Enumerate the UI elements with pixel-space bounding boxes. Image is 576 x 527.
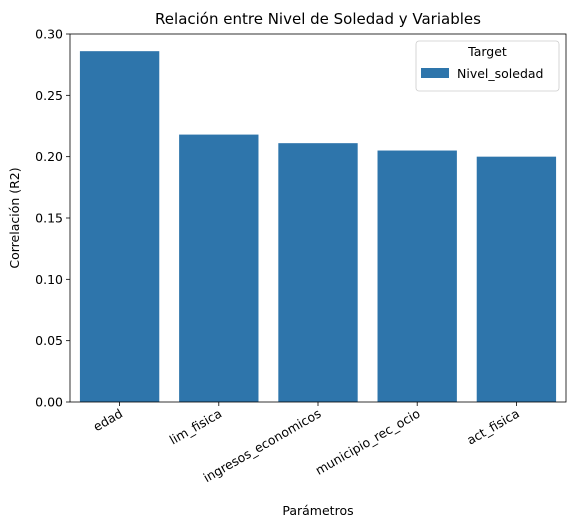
y-tick-label: 0.10: [35, 272, 63, 287]
legend-swatch: [421, 68, 449, 78]
x-tick-label-act_fisica: act_fisica: [464, 406, 522, 448]
y-axis-title: Correlación (R2): [7, 167, 22, 268]
y-tick-label: 0.15: [35, 211, 63, 226]
legend-entry-label: Nivel_soledad: [457, 66, 544, 81]
y-tick-label: 0.20: [35, 149, 63, 164]
y-tick-label: 0.05: [35, 333, 63, 348]
bar-ingresos_economicos: [278, 143, 358, 402]
legend-box: [415, 40, 560, 92]
bar-edad: [79, 51, 160, 402]
y-tick-label: 0.00: [35, 395, 63, 410]
x-tick-label-edad: edad: [91, 406, 126, 435]
bar-municipio_rec_ocio: [377, 150, 457, 402]
x-tick-label-lim_fisica: lim_fisica: [167, 406, 225, 448]
plot-frame: [69, 33, 567, 403]
y-axis-ticks: 0.00 0.05 0.10 0.15 0.20 0.25 0.30: [35, 27, 70, 410]
y-tick-label: 0.30: [35, 27, 63, 42]
chart-title: Relación entre Nivel de Soledad y Variab…: [155, 10, 481, 28]
legend: Target Nivel_soledad: [415, 40, 560, 92]
x-axis-ticks: edad lim_fisicaingresos_economicosmunicip…: [91, 402, 522, 485]
x-tick-label-municipio_rec_ocio: municipio_rec_ocio: [313, 406, 423, 478]
bar-act_fisica: [476, 156, 557, 402]
legend-title: Target: [467, 44, 507, 59]
bar-lim_fisica: [179, 134, 259, 402]
y-tick-label: 0.25: [35, 88, 63, 103]
bars-layer: [79, 51, 557, 402]
x-axis-title: Parámetros: [282, 503, 353, 518]
